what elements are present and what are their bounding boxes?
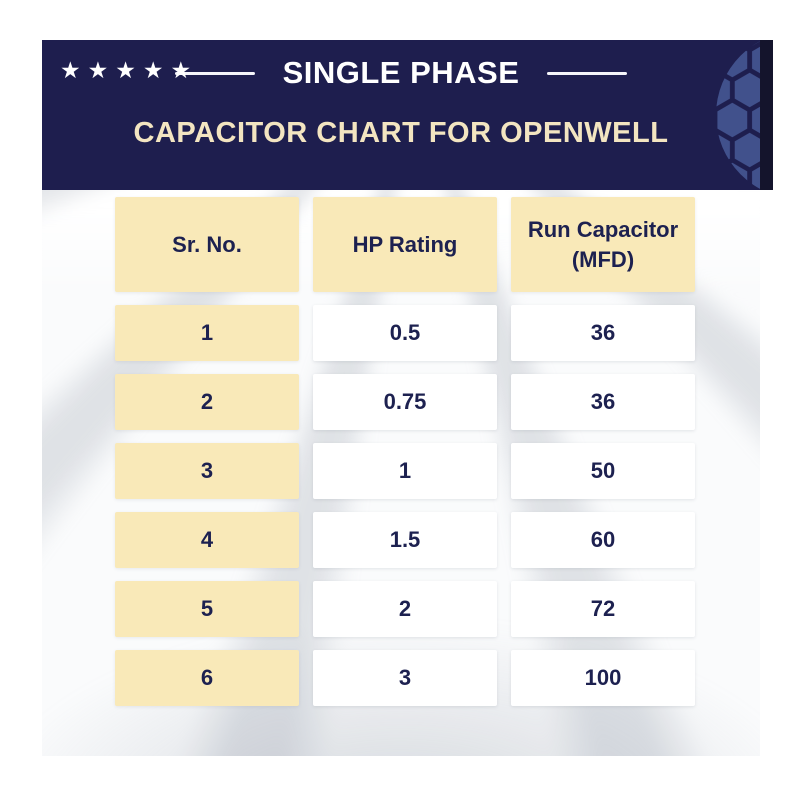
title-dash-right-icon bbox=[547, 71, 628, 75]
row4-run-capacitor: 60 bbox=[511, 512, 695, 568]
banner-title-row: ★★★★★ SINGLE PHASE bbox=[42, 55, 760, 91]
row5-sr-no: 5 bbox=[115, 581, 299, 637]
row3-sr-no: 3 bbox=[115, 443, 299, 499]
row6-hp-rating: 3 bbox=[313, 650, 497, 706]
row5-run-capacitor: 72 bbox=[511, 581, 695, 637]
row2-hp-rating: 0.75 bbox=[313, 374, 497, 430]
title-dash-left-icon bbox=[174, 71, 255, 75]
row2-sr-no: 2 bbox=[115, 374, 299, 430]
header-banner: ★★★★★ SINGLE PHASE CAPACITOR CHART FOR O… bbox=[42, 40, 773, 190]
table-background: Sr. No. HP Rating Run Capacitor (MFD) 1 … bbox=[42, 190, 760, 756]
page-title: SINGLE PHASE bbox=[282, 55, 520, 90]
row2-run-capacitor: 36 bbox=[511, 374, 695, 430]
row6-sr-no: 6 bbox=[115, 650, 299, 706]
row6-run-capacitor: 100 bbox=[511, 650, 695, 706]
row1-run-capacitor: 36 bbox=[511, 305, 695, 361]
row1-sr-no: 1 bbox=[115, 305, 299, 361]
row4-hp-rating: 1.5 bbox=[313, 512, 497, 568]
row1-hp-rating: 0.5 bbox=[313, 305, 497, 361]
row4-sr-no: 4 bbox=[115, 512, 299, 568]
page-subtitle: CAPACITOR CHART FOR OPENWELL bbox=[133, 117, 669, 149]
row5-hp-rating: 2 bbox=[313, 581, 497, 637]
row3-run-capacitor: 50 bbox=[511, 443, 695, 499]
row3-hp-rating: 1 bbox=[313, 443, 497, 499]
column-header-hp-rating: HP Rating bbox=[313, 197, 497, 292]
content-card: ★★★★★ SINGLE PHASE CAPACITOR CHART FOR O… bbox=[42, 40, 773, 756]
five-stars-icon: ★★★★★ bbox=[60, 57, 199, 83]
hexagon-globe-icon bbox=[716, 40, 760, 190]
column-header-run-capacitor: Run Capacitor (MFD) bbox=[511, 197, 695, 292]
capacitor-table: Sr. No. HP Rating Run Capacitor (MFD) 1 … bbox=[115, 197, 695, 706]
column-header-sr-no: Sr. No. bbox=[115, 197, 299, 292]
